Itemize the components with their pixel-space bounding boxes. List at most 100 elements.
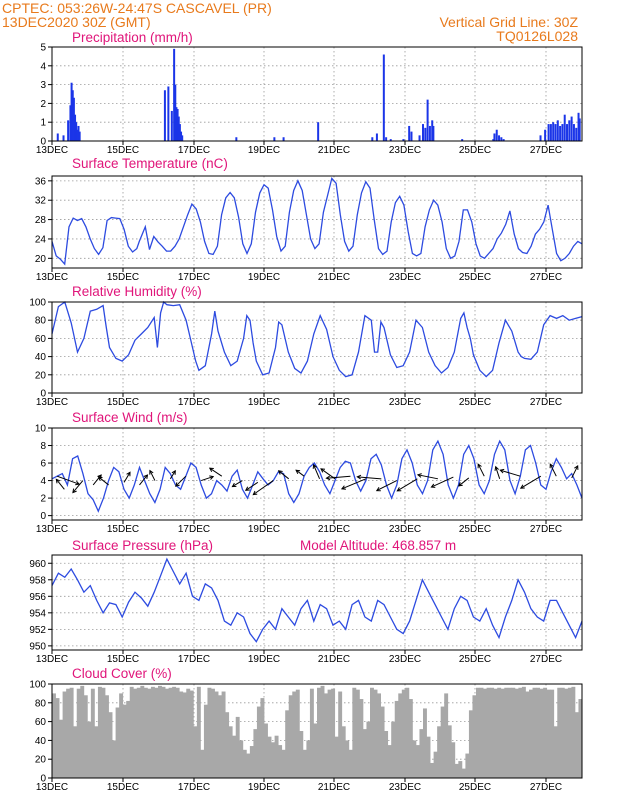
wind-arrow [549, 463, 557, 477]
plot-frame [51, 175, 583, 269]
cloud-bar [133, 688, 138, 778]
cloud-bar [334, 736, 339, 778]
wind-arrow-head [126, 471, 131, 477]
x-tick-label: 15DEC [107, 524, 139, 535]
precip-bar [577, 112, 580, 141]
cloud-bar [140, 685, 145, 778]
x-tick-label: 17DEC [178, 654, 210, 665]
x-tick-label: 21DEC [318, 397, 350, 408]
x-tick-label: 27DEC [530, 654, 562, 665]
precip-bar [559, 125, 562, 141]
x-tick-label: 27DEC [530, 272, 562, 283]
cloud-bar [299, 731, 304, 778]
wind-arrow-head [494, 465, 499, 471]
cloud-bar [115, 707, 120, 778]
cloud-bar [260, 698, 265, 778]
x-tick-label: 25DEC [459, 272, 491, 283]
cloud-bar [193, 726, 198, 778]
cloud-bar [500, 688, 505, 778]
cloud-bar [76, 688, 81, 778]
cloud-bar [97, 686, 102, 778]
precip-bar [178, 124, 181, 141]
cloud-bar [574, 712, 579, 778]
header-grid-note: Vertical Grid Line: 30Z [439, 14, 578, 30]
y-tick-label: 80 [35, 316, 47, 327]
x-tick-label: 23DEC [389, 782, 421, 793]
y-tick-label: 20 [35, 370, 47, 381]
wind-arrow [500, 469, 521, 477]
y-tick-label: 60 [35, 334, 47, 345]
wind-arrow [495, 466, 501, 479]
cloud-bar [461, 768, 466, 778]
x-tick-label: 27DEC [530, 397, 562, 408]
precip-bar [572, 124, 575, 141]
x-tick-label: 13DEC [36, 782, 68, 793]
x-tick-label: 21DEC [318, 272, 350, 283]
precip-bar [570, 116, 573, 141]
precip-bar [282, 137, 285, 141]
y-tick-label: 3 [40, 80, 46, 91]
cloud-bar [126, 700, 131, 778]
cloud-bar [218, 695, 222, 778]
wind-arrow [458, 477, 470, 487]
x-tick-label: 19DEC [248, 782, 280, 793]
cloud-bar [101, 687, 106, 778]
cloud-bar [317, 687, 321, 778]
cloud-bar [154, 687, 159, 778]
cloud-bar [391, 721, 396, 778]
cloud-bar [348, 749, 353, 778]
cloud-bar [302, 749, 307, 778]
cloud-bar [504, 687, 509, 778]
cloud-bar [264, 723, 268, 778]
wind-arrow [431, 476, 454, 488]
x-tick-label: 15DEC [107, 397, 139, 408]
wind-arrow-head [325, 475, 331, 481]
cloud-bar [529, 689, 533, 778]
wind-arrow [92, 474, 102, 486]
precip-bar [549, 124, 552, 141]
y-tick-label: 28 [35, 215, 47, 226]
x-tick-label: 27DEC [530, 145, 562, 156]
x-tick-label: 19DEC [248, 524, 280, 535]
cloud-bar [359, 699, 364, 778]
precip-bar [428, 125, 431, 141]
precip-bar [575, 127, 578, 141]
precip-bar [235, 137, 238, 141]
cloud-bar [324, 693, 328, 778]
precip-bar [385, 137, 388, 141]
x-tick-label: 13DEC [36, 654, 68, 665]
precip-bar [422, 124, 424, 141]
plot-frame [51, 554, 583, 651]
wind-arrow [326, 475, 351, 479]
cloud-bar [377, 693, 381, 778]
precip-bar [498, 135, 501, 141]
cloud-bar [437, 726, 442, 778]
cloud-bar [55, 698, 60, 778]
cloud-bar [408, 699, 413, 778]
y-tick-label: 60 [35, 717, 47, 728]
precip-bar [561, 124, 564, 141]
x-tick-label: 15DEC [107, 272, 139, 283]
x-tick-label: 23DEC [389, 654, 421, 665]
precip-bar [317, 122, 320, 141]
x-tick-label: 19DEC [248, 397, 280, 408]
y-tick-label: 6 [40, 459, 46, 470]
x-tick-label: 17DEC [178, 145, 210, 156]
x-tick-label: 13DEC [36, 524, 68, 535]
cloud-bar [521, 686, 526, 778]
y-tick-label: 10 [35, 424, 47, 435]
y-tick-label: 40 [35, 352, 47, 363]
precip-bar [375, 133, 378, 141]
cloud-bar [239, 740, 244, 778]
x-tick-label: 23DEC [389, 397, 421, 408]
cloud-bar [419, 729, 424, 778]
cloud-bar [387, 745, 392, 778]
precip-bar [76, 129, 79, 141]
cloud-bar [59, 719, 63, 778]
wind-arrow-head [340, 485, 346, 490]
wind-arrow [55, 479, 65, 490]
cloud-bar [412, 740, 417, 778]
cloud-bar [380, 706, 385, 778]
y-tick-label: 950 [29, 641, 46, 652]
precip-bar [578, 118, 581, 141]
